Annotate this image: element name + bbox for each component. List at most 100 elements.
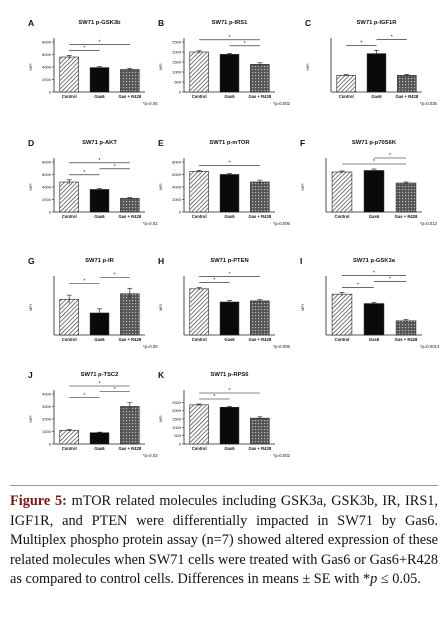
bar-control bbox=[331, 293, 353, 336]
x-tick-label: Gas + R428 bbox=[395, 337, 418, 342]
y-tick-label: 4000 bbox=[172, 185, 182, 190]
y-tick-label: 2000 bbox=[42, 417, 52, 422]
x-tick-label: Gas + R428 bbox=[248, 446, 271, 451]
bar-gas-r428 bbox=[395, 320, 417, 336]
bar-gas6 bbox=[366, 53, 387, 93]
bar-control bbox=[336, 75, 356, 93]
significance-star: * bbox=[229, 160, 231, 166]
y-tick-label: 1000 bbox=[172, 425, 182, 430]
chart-title: SW71 p-GSK3b bbox=[78, 20, 121, 26]
y-tick-label: 0 bbox=[179, 90, 182, 95]
y-axis-label: MFI bbox=[158, 184, 163, 191]
y-tick-label: 1500 bbox=[172, 417, 182, 422]
y-tick-label: 2500 bbox=[172, 400, 182, 405]
bar-control bbox=[59, 429, 79, 445]
x-tick-label: Gas6 bbox=[224, 94, 235, 99]
y-tick-label: 4000 bbox=[42, 185, 52, 190]
significance-star: * bbox=[99, 381, 101, 387]
y-tick-label: 6000 bbox=[172, 172, 182, 177]
panel-j: J SW71 p-TSC2 MFI 0 1000 2000 3000 4000 Control G… bbox=[28, 370, 158, 458]
p-value-label: *p=0.02 bbox=[143, 453, 158, 458]
y-axis-label: MFI bbox=[158, 64, 163, 71]
chart-title: SW71 p-TSC2 bbox=[81, 372, 119, 378]
significance-star: * bbox=[389, 277, 391, 283]
x-tick-label: Control bbox=[192, 94, 207, 99]
panel-letter: B bbox=[158, 18, 164, 28]
significance-star: * bbox=[83, 45, 85, 51]
x-tick-label: Gas + R428 bbox=[395, 94, 418, 99]
y-axis-label: MFI bbox=[28, 304, 33, 311]
y-tick-label: 6000 bbox=[42, 52, 52, 57]
panel-f: F SW71 p-p70S6K MFI Control Gas6 Gas + R428 * *… bbox=[300, 138, 438, 226]
y-tick-label: 2000 bbox=[172, 197, 182, 202]
caption-label: Figure 5: bbox=[10, 493, 67, 509]
panel-c: C SW71 p-IGF1R MFI Control Gas6 Gas + R428 * * *… bbox=[305, 18, 438, 106]
significance-star: * bbox=[229, 272, 231, 278]
y-tick-label: 2000 bbox=[172, 50, 182, 55]
y-tick-label: 2500 bbox=[172, 40, 182, 45]
panel-letter: K bbox=[158, 370, 165, 380]
x-tick-label: Gas6 bbox=[94, 214, 105, 219]
p-value-label: *p=0.002 bbox=[273, 453, 291, 458]
x-tick-label: Gas6 bbox=[224, 337, 235, 342]
chart-title: SW71 p-PTEN bbox=[210, 258, 248, 264]
panel-letter: J bbox=[28, 370, 33, 380]
significance-star: * bbox=[229, 35, 231, 41]
y-axis-label: MFI bbox=[158, 416, 163, 423]
bar-control bbox=[59, 56, 79, 93]
y-tick-label: 1000 bbox=[172, 70, 182, 75]
x-tick-label: Gas + R428 bbox=[118, 214, 141, 219]
figure-panels: A SW71 p-GSK3b MFI 0 2000 4000 6000 8000 Control… bbox=[28, 18, 440, 458]
p-value-label: *p=0.005 bbox=[273, 344, 291, 349]
x-tick-label: Gas + R428 bbox=[118, 337, 141, 342]
y-tick-label: 0 bbox=[179, 210, 182, 215]
x-tick-label: Gas6 bbox=[224, 214, 235, 219]
bar-gas-r428 bbox=[250, 300, 270, 336]
x-tick-label: Gas6 bbox=[94, 94, 105, 99]
bar-gas6 bbox=[219, 174, 240, 213]
bar-control bbox=[59, 298, 79, 336]
panel-letter: E bbox=[158, 138, 164, 148]
bar-gas6 bbox=[219, 407, 240, 445]
p-value-label: *p=0.035 bbox=[420, 101, 438, 106]
y-tick-label: 0 bbox=[49, 210, 52, 215]
chart-title: SW71 p-IRS1 bbox=[212, 20, 249, 26]
significance-star: * bbox=[244, 41, 246, 47]
bar-gas6 bbox=[363, 303, 385, 336]
significance-star: * bbox=[83, 278, 85, 284]
significance-star: * bbox=[213, 394, 215, 400]
bar-control bbox=[189, 171, 209, 213]
bar-gas-r428 bbox=[395, 182, 417, 213]
bar-gas-r428 bbox=[250, 181, 270, 213]
significance-star: * bbox=[360, 40, 362, 46]
y-axis-label: MFI bbox=[28, 64, 33, 71]
y-tick-label: 2000 bbox=[42, 197, 52, 202]
bar-gas-r428 bbox=[120, 406, 140, 445]
p-value-label: *p=0.05 bbox=[143, 101, 158, 106]
y-tick-label: 1500 bbox=[172, 60, 182, 65]
x-tick-label: Control bbox=[192, 214, 207, 219]
figure-caption: Figure 5: mTOR related molecules includi… bbox=[10, 485, 438, 590]
y-axis-label: MFI bbox=[158, 304, 163, 311]
bar-control bbox=[189, 404, 209, 445]
bar-control bbox=[189, 51, 209, 93]
panel-letter: G bbox=[28, 256, 35, 266]
x-tick-label: Gas + R428 bbox=[118, 446, 141, 451]
x-tick-label: Control bbox=[192, 337, 207, 342]
chart-title: SW71 p-p70S6K bbox=[352, 140, 397, 146]
bar-control bbox=[331, 171, 353, 213]
x-tick-label: Gas + R428 bbox=[248, 94, 271, 99]
bar-gas-r428 bbox=[120, 293, 140, 336]
y-axis-label: MFI bbox=[28, 184, 33, 191]
x-tick-label: Control bbox=[192, 446, 207, 451]
panel-i: I SW71 p-GSK3a MFI Control Gas6 Gas + R428 * * *… bbox=[300, 256, 440, 349]
x-tick-label: Control bbox=[62, 337, 77, 342]
x-tick-label: Control bbox=[62, 446, 77, 451]
bar-control bbox=[189, 288, 209, 336]
p-value-label: *p=0.006 bbox=[273, 221, 291, 226]
y-tick-label: 8000 bbox=[42, 160, 52, 165]
bar-gas6 bbox=[219, 301, 240, 336]
caption-text: mTOR related molecules including GSK3a, … bbox=[10, 493, 438, 587]
y-tick-label: 0 bbox=[49, 442, 52, 447]
significance-star: * bbox=[373, 271, 375, 277]
